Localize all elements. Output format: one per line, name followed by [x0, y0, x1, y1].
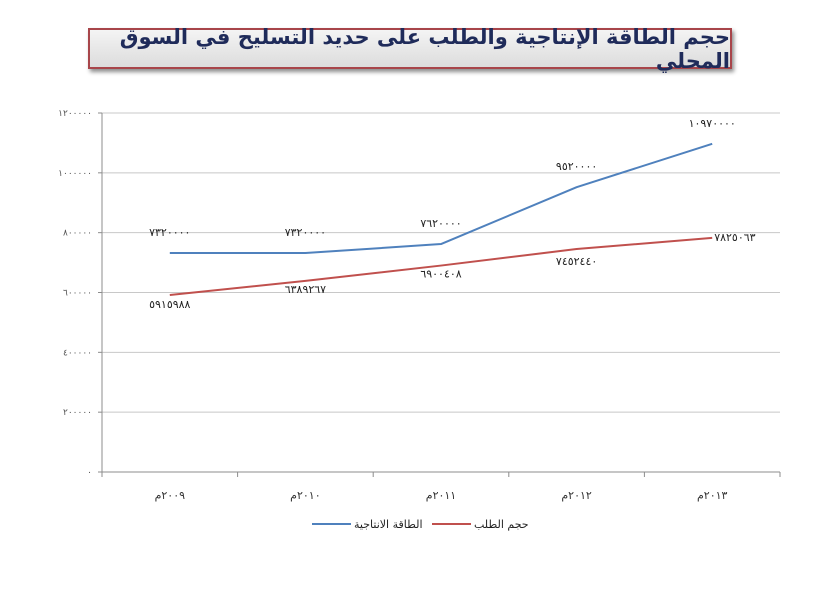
series-line [169, 236, 713, 297]
y-tick-label: ٠ [87, 468, 92, 478]
data-label: ٧٤٥٢٤٤٠ [556, 255, 597, 268]
data-label: ٧٣٢٠٠٠٠ [285, 226, 326, 239]
x-tick-label: ٢٠١٠م [290, 489, 320, 502]
x-tick-label: ٢٠١٢م [561, 489, 592, 502]
chart-title: حجم الطاقة الإنتاجية والطلب على حديد الت… [119, 24, 730, 73]
data-label: ١٠٩٧٠٠٠٠ [689, 117, 736, 130]
y-tick-label: ٦٠٠٠٠٠ [63, 289, 92, 299]
y-tick-label: ٢٠٠٠٠٠ [63, 408, 92, 418]
data-label: ٧٨٢٥٠٦٣ [714, 231, 755, 244]
y-tick-label: ٤٠٠٠٠٠ [63, 348, 92, 358]
legend-label: حجم الطلب [474, 518, 529, 531]
data-label: ٧٣٢٠٠٠٠ [149, 226, 190, 239]
data-label: ٦٩٠٠٤٠٨ [420, 268, 461, 281]
data-label: ٥٩١٥٩٨٨ [149, 298, 190, 311]
y-tick-label: ١٢٠٠٠٠٠ [58, 109, 92, 119]
chart-title-box: حجم الطاقة الإنتاجية والطلب على حديد الت… [88, 25, 732, 73]
data-label: ٦٣٨٩٢٦٧ [285, 283, 326, 296]
x-tick-label: ٢٠١١م [426, 489, 456, 502]
legend-label: الطاقة الانتاجية [354, 518, 423, 531]
y-tick-label: ١٠٠٠٠٠٠ [58, 169, 92, 179]
x-tick-label: ٢٠٠٩م [155, 489, 186, 502]
data-label: ٧٦٢٠٠٠٠ [420, 217, 461, 230]
data-label: ٩٥٢٠٠٠٠ [556, 160, 597, 173]
x-tick-label: ٢٠١٣م [697, 489, 728, 502]
series-line [169, 142, 713, 255]
y-tick-label: ٨٠٠٠٠٠ [63, 229, 92, 239]
